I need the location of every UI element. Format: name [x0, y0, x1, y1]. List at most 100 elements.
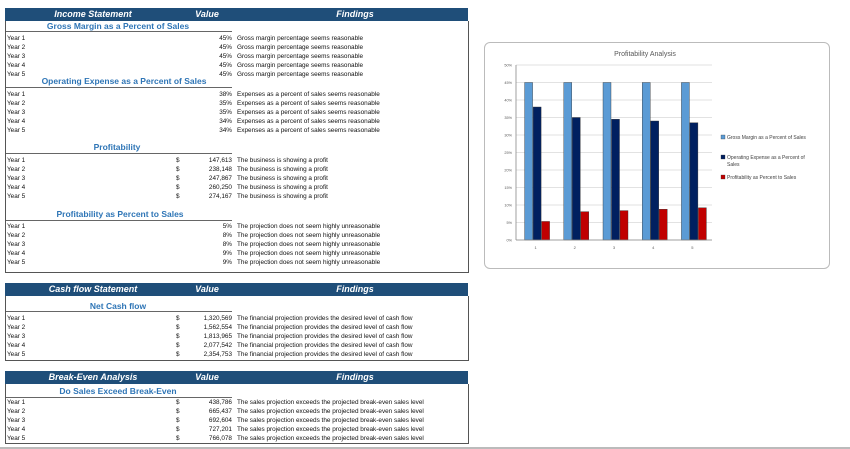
bar-operating-expense — [532, 106, 542, 241]
bar-profitability — [541, 221, 550, 241]
table-row[interactable]: Year 1 38% Expenses as a percent of sales … — [6, 91, 466, 100]
table-row[interactable]: Year 5 $766,078 The sales projection excee… — [6, 435, 466, 444]
table-row[interactable]: Year 3 $247,867 The business is showing a … — [6, 175, 466, 184]
table-row[interactable]: Year 1 $147,613 The business is showing a … — [6, 157, 466, 166]
row-value: 5% — [222, 223, 232, 230]
y-tick-label: 15% — [504, 186, 512, 190]
table-row[interactable]: Year 5 9% The projection does not seem hig… — [6, 259, 466, 268]
table-row[interactable]: Year 5 45% Gross margin percentage seems r… — [6, 71, 466, 80]
row-label: Year 3 — [7, 241, 26, 248]
profitability-chart[interactable]: Profitability Analysis 0% 5% 10% 15% 20% 25% 30… — [484, 42, 830, 269]
table-row[interactable]: Year 2 $1,562,554 The financial projection… — [6, 324, 466, 333]
legend-swatch — [720, 134, 726, 140]
table-row[interactable]: Year 2 $238,148 The business is showing a … — [6, 166, 466, 175]
section-header: Income Statement Value Findings — [5, 8, 468, 21]
table-row[interactable]: Year 4 34% Expenses as a percent of sales … — [6, 118, 466, 127]
table-row[interactable]: Year 4 45% Gross margin percentage seems r… — [6, 62, 466, 71]
table-row[interactable]: Year 3 45% Gross margin percentage seems r… — [6, 53, 466, 62]
row-finding: Expenses as a percent of sales seems rea… — [237, 118, 380, 125]
row-finding: Gross margin percentage seems reasonable — [237, 71, 364, 78]
row-label: Year 5 — [7, 193, 26, 200]
legend-swatch — [720, 174, 726, 180]
subtitle-underline — [6, 31, 232, 32]
bar-operating-expense — [572, 117, 581, 241]
row-label: Year 2 — [7, 232, 26, 239]
y-tick-label: 5% — [507, 221, 513, 225]
currency-symbol: $ — [176, 426, 180, 433]
row-label: Year 5 — [7, 259, 26, 266]
table-row[interactable]: Year 5 $2,354,753 The financial projection… — [6, 351, 466, 360]
table-row[interactable]: Year 2 35% Expenses as a percent of sales … — [6, 100, 466, 109]
row-value: 8% — [222, 241, 232, 248]
currency-symbol: $ — [176, 166, 180, 173]
row-value: 45% — [219, 44, 232, 51]
row-value: 34% — [219, 127, 232, 134]
y-tick-label: 45% — [504, 81, 512, 85]
row-label: Year 2 — [7, 408, 26, 415]
row-label: Year 4 — [7, 426, 26, 433]
row-label: Year 4 — [7, 62, 26, 69]
row-value: 274,167 — [208, 193, 232, 200]
table-row[interactable]: Year 2 45% Gross margin percentage seems r… — [6, 44, 466, 53]
currency-symbol: $ — [176, 193, 180, 200]
bar-gross-margin — [602, 82, 612, 241]
row-label: Year 3 — [7, 417, 26, 424]
legend-entry: Gross Margin as a Percent of Sales — [727, 135, 806, 141]
table-row[interactable]: Year 3 $692,604 The sales projection excee… — [6, 417, 466, 426]
currency-symbol: $ — [176, 175, 180, 182]
table-row[interactable]: Year 4 9% The projection does not seem hig… — [6, 250, 466, 259]
section-header: Break-Even Analysis Value Findings — [5, 371, 468, 384]
subtitle-underline — [6, 311, 232, 312]
bar-gross-margin — [563, 82, 573, 241]
row-finding: The sales projection exceeds the project… — [237, 399, 424, 406]
header-title: Income Statement — [54, 9, 132, 19]
header-value: Value — [195, 372, 219, 382]
table-row[interactable]: Year 1 45% Gross margin percentage seems r… — [6, 35, 466, 44]
table-row[interactable]: Year 4 $260,250 The business is showing a … — [6, 184, 466, 193]
table-row[interactable]: Year 4 $2,077,542 The financial projection… — [6, 342, 466, 351]
table-row[interactable]: Year 3 35% Expenses as a percent of sales … — [6, 109, 466, 118]
table-row[interactable]: Year 3 $1,813,965 The financial projection… — [6, 333, 466, 342]
row-finding: Expenses as a percent of sales seems rea… — [237, 100, 380, 107]
x-tick-label: 2 — [574, 245, 577, 250]
row-value: 247,867 — [208, 175, 232, 182]
table-row[interactable]: Year 5 $274,167 The business is showing a … — [6, 193, 466, 202]
row-value: 260,250 — [208, 184, 232, 191]
row-label: Year 2 — [7, 100, 26, 107]
row-finding: Gross margin percentage seems reasonable — [237, 53, 364, 60]
header-value: Value — [195, 9, 219, 19]
table-row[interactable]: Year 2 8% The projection does not seem hig… — [6, 232, 466, 241]
table-row[interactable]: Year 1 $1,320,569 The financial projection… — [6, 315, 466, 324]
row-finding: The projection does not seem highly unre… — [237, 223, 381, 230]
subtitle-underline — [6, 87, 232, 88]
row-finding: The projection does not seem highly unre… — [237, 232, 381, 239]
table-row[interactable]: Year 3 8% The projection does not seem hig… — [6, 241, 466, 250]
bar-profitability — [619, 210, 629, 241]
row-finding: The business is showing a profit — [237, 175, 328, 182]
table-row[interactable]: Year 4 $727,201 The sales projection excee… — [6, 426, 466, 435]
row-value: 45% — [219, 35, 232, 42]
currency-symbol: $ — [176, 417, 180, 424]
table-row[interactable]: Year 2 $665,437 The sales projection excee… — [6, 408, 466, 417]
bar-profitability — [580, 211, 590, 241]
row-value: 2,354,753 — [203, 351, 232, 358]
row-finding: Expenses as a percent of sales seems rea… — [237, 127, 380, 134]
row-value: 45% — [219, 53, 232, 60]
currency-symbol: $ — [176, 435, 180, 442]
row-label: Year 5 — [7, 127, 26, 134]
table-row[interactable]: Year 5 34% Expenses as a percent of sales … — [6, 127, 466, 136]
row-finding: The sales projection exceeds the project… — [237, 426, 424, 433]
row-label: Year 3 — [7, 333, 26, 340]
row-label: Year 1 — [7, 223, 26, 230]
table-row[interactable]: Year 1 5% The projection does not seem hig… — [6, 223, 466, 232]
subtitle-underline — [6, 220, 232, 221]
row-value: 45% — [219, 71, 232, 78]
row-label: Year 4 — [7, 342, 26, 349]
y-tick-label: 40% — [504, 99, 512, 103]
row-value: 438,786 — [208, 399, 232, 406]
y-tick-label: 50% — [504, 64, 512, 68]
table-row[interactable]: Year 1 $438,786 The sales projection excee… — [6, 399, 466, 408]
bar-operating-expense — [689, 122, 699, 241]
row-label: Year 3 — [7, 175, 26, 182]
row-finding: The financial projection provides the de… — [237, 342, 413, 349]
